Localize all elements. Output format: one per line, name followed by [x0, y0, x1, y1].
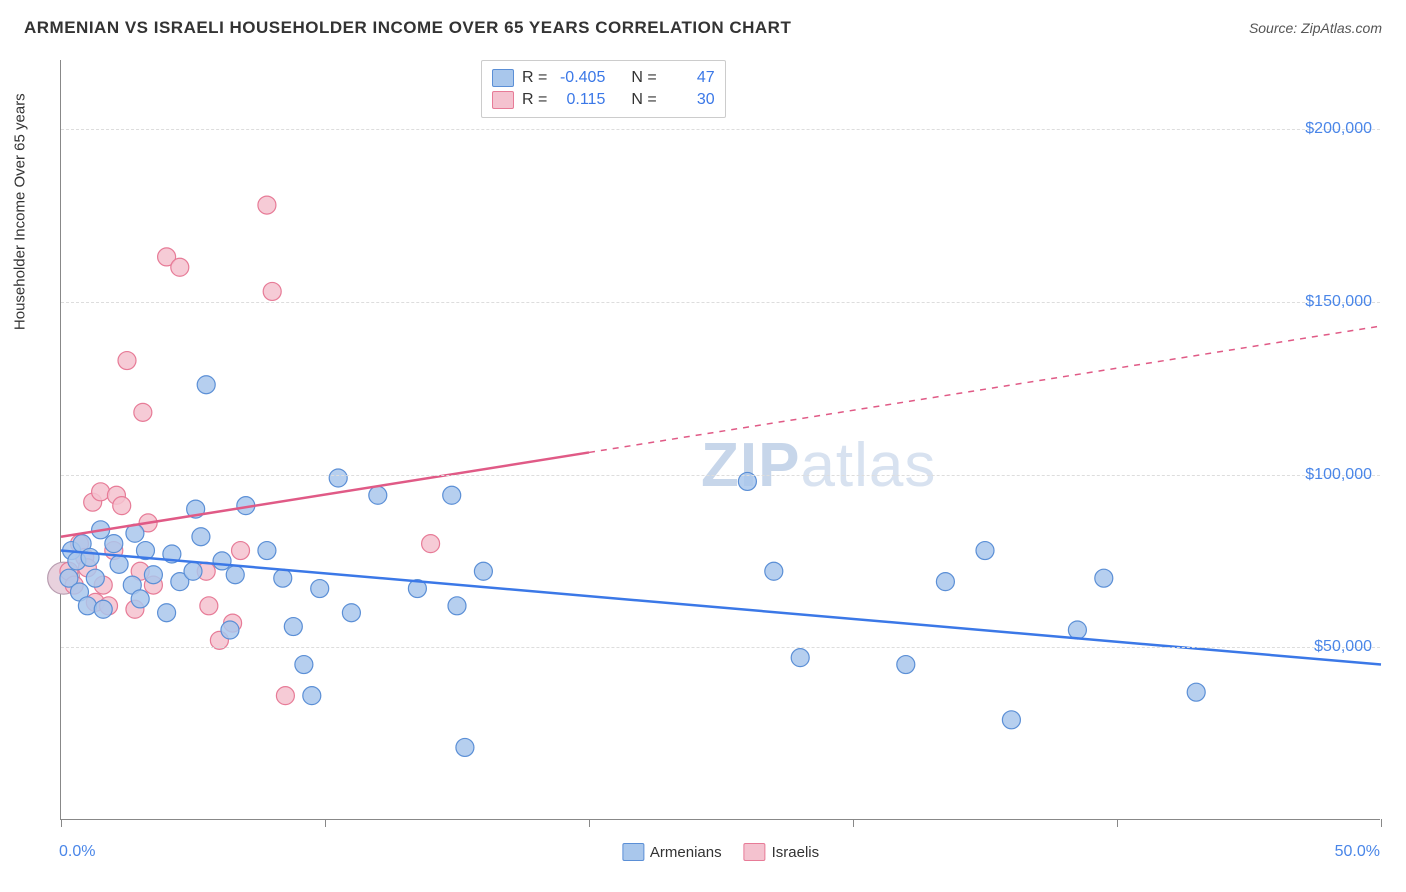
r-label: R = [522, 69, 547, 87]
n-label: N = [631, 69, 656, 87]
swatch-israelis [744, 843, 766, 861]
legend-label-israelis: Israelis [772, 844, 820, 861]
gridline [61, 302, 1380, 303]
gridline [61, 647, 1380, 648]
xtick [1117, 819, 1118, 827]
gridline [61, 129, 1380, 130]
chart-svg [61, 60, 1380, 819]
xtick [853, 819, 854, 827]
stats-legend: R = -0.405 N = 47 R = 0.115 N = 30 [481, 60, 726, 118]
ytick-label: $200,000 [1305, 120, 1372, 138]
xtick [325, 819, 326, 827]
swatch-israelis [492, 91, 514, 109]
legend-item-armenians: Armenians [622, 843, 722, 861]
stats-row-israelis: R = 0.115 N = 30 [492, 89, 715, 111]
stats-row-armenians: R = -0.405 N = 47 [492, 67, 715, 89]
r-value-armenians: -0.405 [555, 69, 605, 87]
swatch-armenians [492, 69, 514, 87]
n-value-armenians: 47 [665, 69, 715, 87]
ytick-label: $100,000 [1305, 466, 1372, 484]
n-label: N = [631, 91, 656, 109]
xtick-label: 0.0% [59, 843, 95, 861]
legend-label-armenians: Armenians [650, 844, 722, 861]
y-axis-label: Householder Income Over 65 years [12, 93, 29, 330]
bottom-legend: Armenians Israelis [622, 843, 819, 861]
n-value-israelis: 30 [665, 91, 715, 109]
xtick [1381, 819, 1382, 827]
plot-area: ZIPatlas R = -0.405 N = 47 R = 0.115 N =… [60, 60, 1380, 820]
r-value-israelis: 0.115 [555, 91, 605, 109]
ytick-label: $50,000 [1314, 638, 1372, 656]
r-label: R = [522, 91, 547, 109]
xtick-label: 50.0% [1335, 843, 1380, 861]
chart-title: ARMENIAN VS ISRAELI HOUSEHOLDER INCOME O… [24, 18, 791, 38]
swatch-armenians [622, 843, 644, 861]
ytick-label: $150,000 [1305, 293, 1372, 311]
xtick [61, 819, 62, 827]
legend-item-israelis: Israelis [744, 843, 820, 861]
xtick [589, 819, 590, 827]
source-label: Source: ZipAtlas.com [1249, 20, 1382, 36]
gridline [61, 475, 1380, 476]
